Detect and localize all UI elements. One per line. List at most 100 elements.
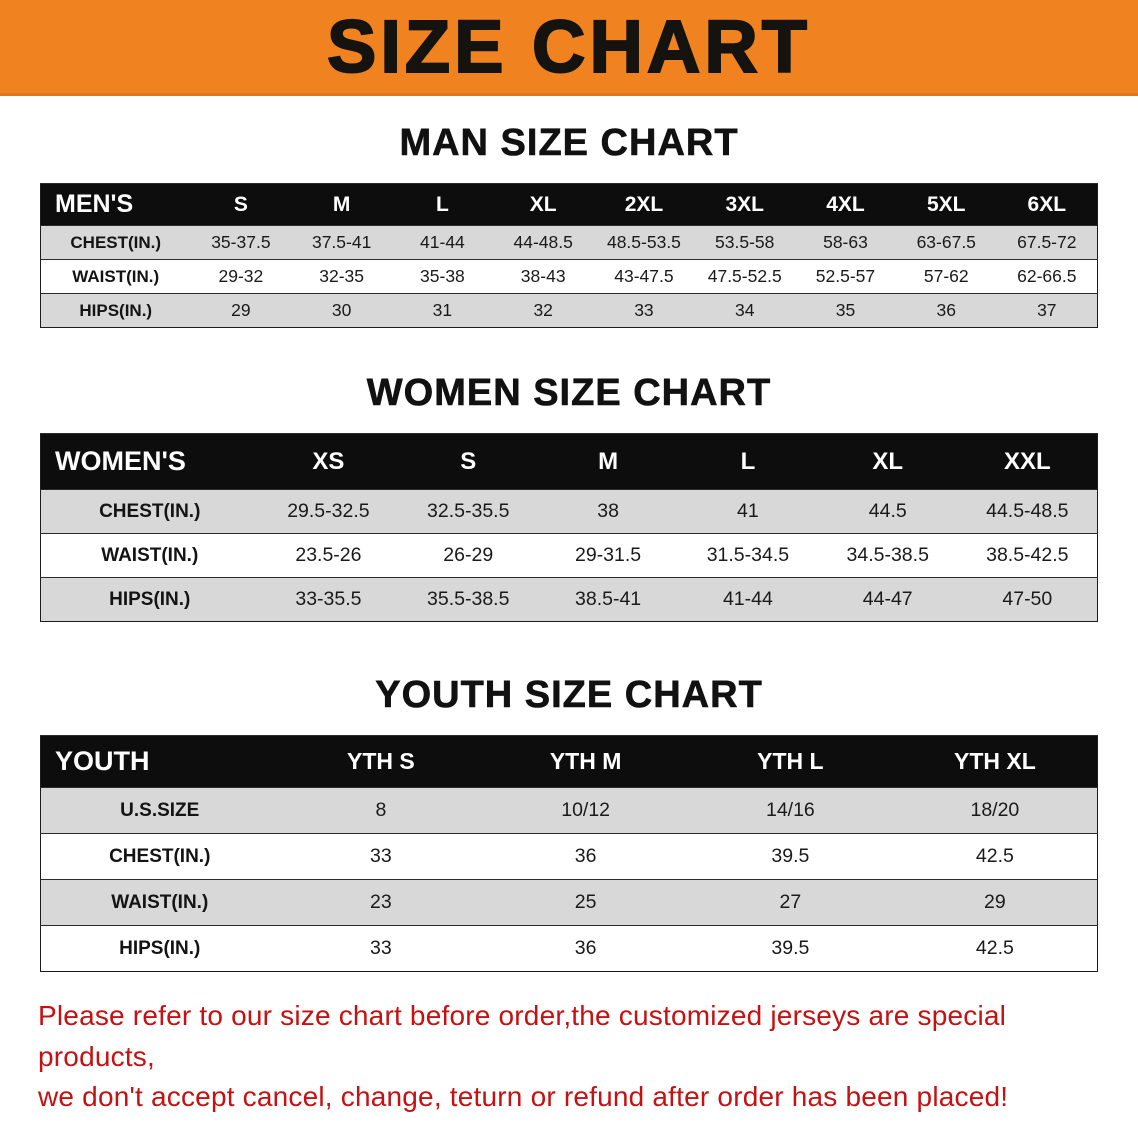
size-value: 32.5-35.5 xyxy=(398,489,539,534)
size-value: 67.5-72 xyxy=(996,225,1098,260)
table-row: CHEST(IN.) 29.5-32.5 32.5-35.5 38 41 44.5 44.5… xyxy=(40,489,1098,534)
size-value: 34.5-38.5 xyxy=(817,533,958,578)
table-row: WAIST(IN.) 23.5-26 26-29 29-31.5 31.5-34.5 34… xyxy=(40,533,1098,578)
size-value: 32-35 xyxy=(291,259,393,294)
size-value: 35.5-38.5 xyxy=(398,577,539,622)
size-column-header: XL xyxy=(492,183,594,226)
row-label: WAIST(IN.) xyxy=(40,533,259,578)
order-notice: Please refer to our size chart before or… xyxy=(0,996,1138,1118)
size-value: 39.5 xyxy=(688,925,893,972)
row-label: CHEST(IN.) xyxy=(40,489,259,534)
table-row: HIPS(IN.) 29 30 31 32 33 34 35 36 37 xyxy=(40,293,1098,328)
size-value: 31.5-34.5 xyxy=(677,533,818,578)
table-row: CHEST(IN.) 33 36 39.5 42.5 xyxy=(40,833,1098,880)
row-label: U.S.SIZE xyxy=(40,787,279,834)
size-value: 18/20 xyxy=(892,787,1098,834)
size-value: 36 xyxy=(895,293,997,328)
size-value: 44-48.5 xyxy=(492,225,594,260)
size-value: 47-50 xyxy=(957,577,1098,622)
size-value: 29 xyxy=(190,293,292,328)
size-value: 23.5-26 xyxy=(258,533,399,578)
table-row: WAIST(IN.) 23 25 27 29 xyxy=(40,879,1098,926)
size-column-header: S xyxy=(190,183,292,226)
row-label: WAIST(IN.) xyxy=(40,879,279,926)
table-group-label: YOUTH xyxy=(40,735,279,788)
size-value: 37.5-41 xyxy=(291,225,393,260)
size-value: 30 xyxy=(291,293,393,328)
size-value: 52.5-57 xyxy=(795,259,896,294)
table-row: WAIST(IN.) 29-32 32-35 35-38 38-43 43-47.5 47.… xyxy=(40,259,1098,294)
size-value: 36 xyxy=(483,833,688,880)
size-value: 44-47 xyxy=(817,577,958,622)
men-section-heading: MAN SIZE CHART xyxy=(399,122,739,165)
size-value: 25 xyxy=(483,879,688,926)
youth-size-section: YOUTH SIZE CHART YOUTH YTH S YTH M YTH L YTH… xyxy=(0,674,1138,972)
size-column-header: M xyxy=(291,183,393,226)
size-column-header: M xyxy=(538,433,678,490)
size-value: 38.5-41 xyxy=(538,577,678,622)
size-column-header: XXL xyxy=(957,433,1098,490)
size-value: 14/16 xyxy=(688,787,893,834)
size-value: 27 xyxy=(688,879,893,926)
size-value: 29 xyxy=(892,879,1098,926)
size-value: 35-37.5 xyxy=(190,225,292,260)
table-header-row: MEN'S S M L XL 2XL 3XL 4XL 5XL 6XL xyxy=(40,183,1098,226)
size-value: 37 xyxy=(996,293,1098,328)
row-label: CHEST(IN.) xyxy=(40,225,191,260)
size-value: 63-67.5 xyxy=(895,225,997,260)
size-value: 47.5-52.5 xyxy=(694,259,796,294)
banner-title: SIZE CHART xyxy=(326,4,811,89)
youth-size-table: YOUTH YTH S YTH M YTH L YTH XL U.S.SIZE 8 10/12… xyxy=(40,735,1098,972)
spacer xyxy=(0,328,1138,346)
size-value: 57-62 xyxy=(895,259,997,294)
size-value: 33 xyxy=(278,925,484,972)
size-value: 41 xyxy=(677,489,818,534)
size-value: 26-29 xyxy=(398,533,539,578)
size-value: 10/12 xyxy=(483,787,688,834)
size-column-header: YTH M xyxy=(483,735,688,788)
size-value: 29-31.5 xyxy=(538,533,678,578)
size-column-header: 4XL xyxy=(795,183,896,226)
size-value: 33-35.5 xyxy=(258,577,399,622)
size-value: 35 xyxy=(795,293,896,328)
size-column-header: L xyxy=(392,183,493,226)
size-value: 38 xyxy=(538,489,678,534)
size-value: 48.5-53.5 xyxy=(593,225,695,260)
size-value: 44.5-48.5 xyxy=(957,489,1098,534)
size-column-header: 6XL xyxy=(996,183,1098,226)
size-value: 8 xyxy=(278,787,484,834)
men-size-section: MAN SIZE CHART MEN'S S M L XL 2XL 3XL 4XL 5XL 6XL… xyxy=(0,122,1138,328)
table-row: CHEST(IN.) 35-37.5 37.5-41 41-44 44-48.5 48.5… xyxy=(40,225,1098,260)
size-value: 44.5 xyxy=(817,489,958,534)
size-value: 38.5-42.5 xyxy=(957,533,1098,578)
size-value: 35-38 xyxy=(392,259,493,294)
size-column-header: 3XL xyxy=(694,183,796,226)
table-group-label: MEN'S xyxy=(40,183,191,226)
size-value: 33 xyxy=(278,833,484,880)
size-value: 38-43 xyxy=(492,259,594,294)
youth-section-heading: YOUTH SIZE CHART xyxy=(375,674,763,717)
row-label: HIPS(IN.) xyxy=(40,925,279,972)
size-value: 23 xyxy=(278,879,484,926)
size-column-header: 2XL xyxy=(593,183,695,226)
size-value: 36 xyxy=(483,925,688,972)
table-header-row: YOUTH YTH S YTH M YTH L YTH XL xyxy=(40,735,1098,788)
row-label: CHEST(IN.) xyxy=(40,833,279,880)
size-value: 58-63 xyxy=(795,225,896,260)
table-row: U.S.SIZE 8 10/12 14/16 18/20 xyxy=(40,787,1098,834)
size-column-header: YTH XL xyxy=(892,735,1098,788)
size-column-header: XS xyxy=(258,433,399,490)
size-value: 31 xyxy=(392,293,493,328)
size-value: 42.5 xyxy=(892,833,1098,880)
table-row: HIPS(IN.) 33 36 39.5 42.5 xyxy=(40,925,1098,972)
row-label: WAIST(IN.) xyxy=(40,259,191,294)
size-value: 29.5-32.5 xyxy=(258,489,399,534)
size-value: 41-44 xyxy=(392,225,493,260)
row-label: HIPS(IN.) xyxy=(40,577,259,622)
size-column-header: S xyxy=(398,433,539,490)
men-size-table: MEN'S S M L XL 2XL 3XL 4XL 5XL 6XL CHEST(IN.) 35-37… xyxy=(40,183,1098,328)
size-value: 39.5 xyxy=(688,833,893,880)
order-notice-line-1: Please refer to our size chart before or… xyxy=(38,1000,1007,1072)
size-value: 53.5-58 xyxy=(694,225,796,260)
size-value: 34 xyxy=(694,293,796,328)
